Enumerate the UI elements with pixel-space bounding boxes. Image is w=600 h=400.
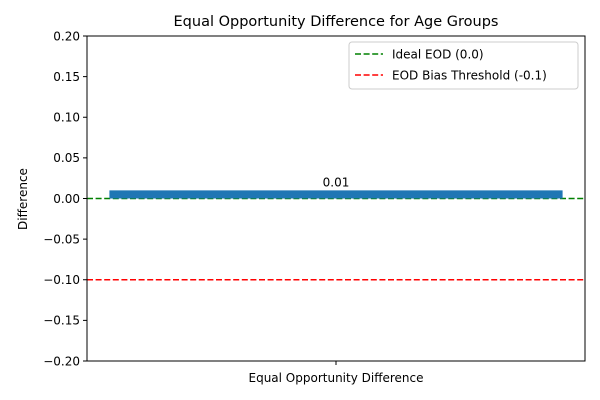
- reference-lines: [87, 197, 585, 281]
- y-tick-label: −0.10: [43, 273, 80, 287]
- legend-label: EOD Bias Threshold (-0.1): [392, 68, 547, 82]
- x-axis-ticks: Equal Opportunity Difference: [249, 361, 424, 385]
- y-tick-label: −0.05: [43, 232, 80, 246]
- y-tick-label: −0.20: [43, 354, 80, 368]
- y-axis-ticks: 0.20 0.15 0.10 0.05 0.00 −0.05 −0.10 −0.15 −0.20: [43, 29, 87, 368]
- legend-label: Ideal EOD (0.0): [392, 47, 484, 61]
- legend: Ideal EOD (0.0) EOD Bias Threshold (-0.1): [348, 41, 579, 90]
- x-tick-label: Equal Opportunity Difference: [249, 371, 424, 385]
- y-axis-label: Difference: [16, 168, 30, 230]
- bar-1: [109, 190, 563, 199]
- y-tick-label: 0.05: [53, 151, 80, 165]
- bar-value-label: 0.01: [323, 175, 350, 189]
- bars: 0.01: [109, 175, 563, 199]
- y-tick-label: −0.15: [43, 314, 80, 328]
- y-tick-label: 0.20: [53, 29, 80, 43]
- y-tick-label: 0.10: [53, 111, 80, 125]
- y-tick-label: 0.15: [53, 70, 80, 84]
- chart-title: Equal Opportunity Difference for Age Gro…: [174, 14, 499, 30]
- legend-box: [348, 41, 579, 90]
- y-tick-label: 0.00: [53, 192, 80, 206]
